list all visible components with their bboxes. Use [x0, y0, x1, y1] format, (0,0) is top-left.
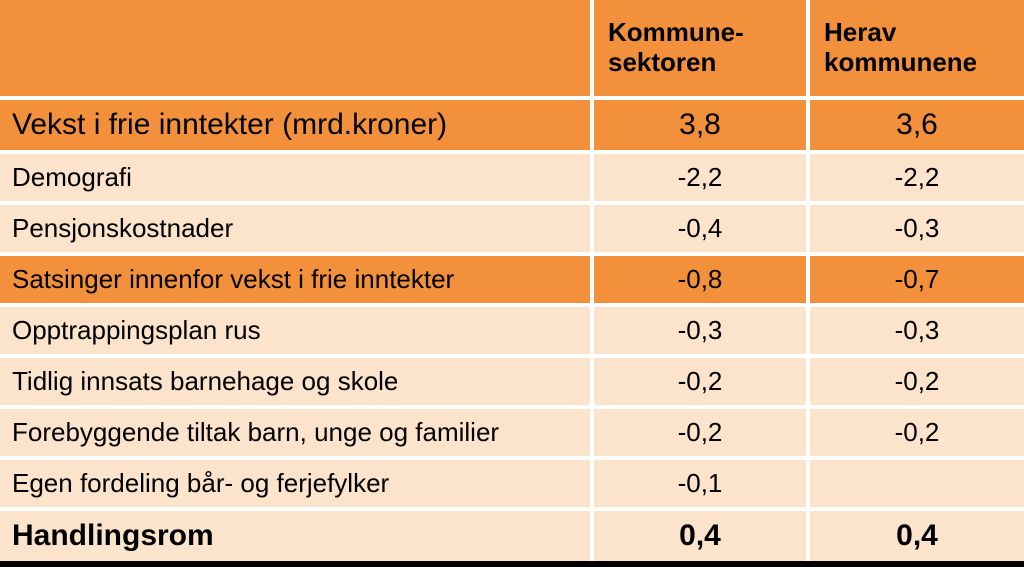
- row-value-1: -0,1: [592, 458, 808, 509]
- row-value-2: -0,3: [808, 203, 1024, 254]
- row-label: Opptrappingsplan rus: [0, 305, 592, 356]
- budget-table: Kommune- sektoren Herav kommunene Vekst …: [0, 0, 1024, 567]
- header-col-1-line1: Kommune-: [608, 17, 744, 47]
- table-row: Demografi -2,2 -2,2: [0, 152, 1024, 203]
- row-value-2: 0,4: [808, 509, 1024, 564]
- header-col-2-line2: kommunene: [824, 47, 977, 77]
- table-footer-row: Handlingsrom 0,4 0,4: [0, 509, 1024, 564]
- table-row: Satsinger innenfor vekst i frie inntekte…: [0, 254, 1024, 305]
- table-row: Vekst i frie inntekter (mrd.kroner) 3,8 …: [0, 98, 1024, 152]
- row-value-2: -0,7: [808, 254, 1024, 305]
- row-value-1: -0,2: [592, 407, 808, 458]
- table-row: Pensjonskostnader -0,4 -0,3: [0, 203, 1024, 254]
- row-label: Egen fordeling bår- og ferjefylker: [0, 458, 592, 509]
- row-value-2: -0,2: [808, 407, 1024, 458]
- header-col-2: Herav kommunene: [808, 0, 1024, 98]
- header-col-1-line2: sektoren: [608, 47, 716, 77]
- row-label: Satsinger innenfor vekst i frie inntekte…: [0, 254, 592, 305]
- table-row: Egen fordeling bår- og ferjefylker -0,1: [0, 458, 1024, 509]
- row-value-2: -2,2: [808, 152, 1024, 203]
- budget-table-container: Kommune- sektoren Herav kommunene Vekst …: [0, 0, 1024, 567]
- row-value-2: [808, 458, 1024, 509]
- header-col-1: Kommune- sektoren: [592, 0, 808, 98]
- row-value-2: -0,3: [808, 305, 1024, 356]
- row-value-2: 3,6: [808, 98, 1024, 152]
- row-value-1: -0,4: [592, 203, 808, 254]
- table-row: Opptrappingsplan rus -0,3 -0,3: [0, 305, 1024, 356]
- row-label: Tidlig innsats barnehage og skole: [0, 356, 592, 407]
- row-value-1: -2,2: [592, 152, 808, 203]
- table-row: Forebyggende tiltak barn, unge og famili…: [0, 407, 1024, 458]
- table-row: Tidlig innsats barnehage og skole -0,2 -…: [0, 356, 1024, 407]
- header-blank: [0, 0, 592, 98]
- row-label: Demografi: [0, 152, 592, 203]
- row-value-1: -0,8: [592, 254, 808, 305]
- header-col-2-line1: Herav: [824, 17, 896, 47]
- row-label: Pensjonskostnader: [0, 203, 592, 254]
- row-label: Forebyggende tiltak barn, unge og famili…: [0, 407, 592, 458]
- row-value-1: -0,2: [592, 356, 808, 407]
- row-value-2: -0,2: [808, 356, 1024, 407]
- table-header-row: Kommune- sektoren Herav kommunene: [0, 0, 1024, 98]
- row-value-1: 3,8: [592, 98, 808, 152]
- row-value-1: 0,4: [592, 509, 808, 564]
- row-value-1: -0,3: [592, 305, 808, 356]
- row-label: Handlingsrom: [0, 509, 592, 564]
- row-label: Vekst i frie inntekter (mrd.kroner): [0, 98, 592, 152]
